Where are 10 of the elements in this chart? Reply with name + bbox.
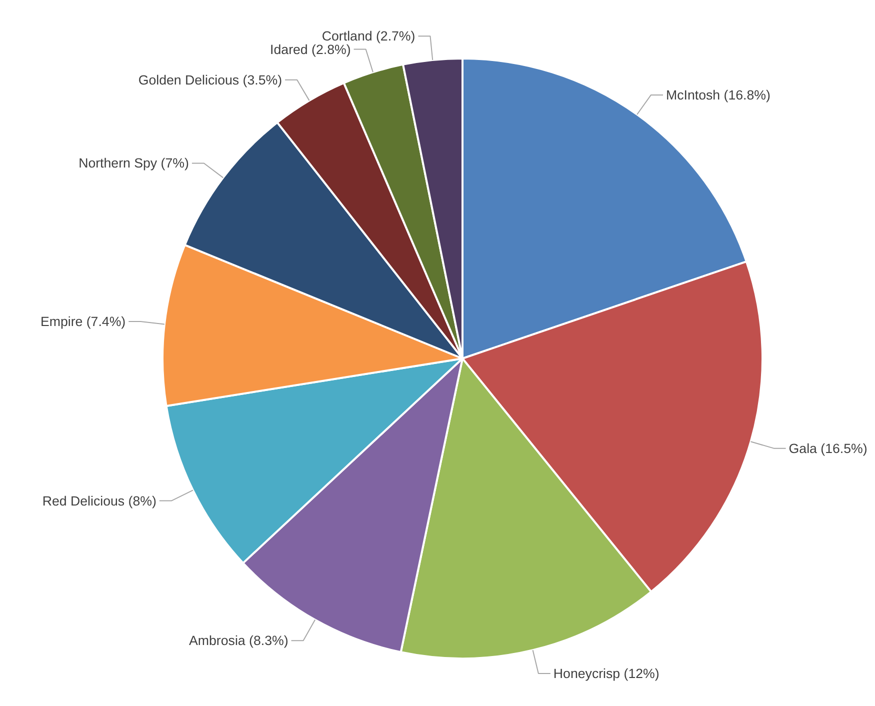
slice-label: Red Delicious (8%) (42, 493, 156, 508)
slice-label: Northern Spy (7%) (78, 156, 189, 171)
slice-label: Empire (7.4%) (40, 314, 126, 329)
slice-label: Gala (16.5%) (788, 440, 868, 456)
slice-label: Golden Delicious (3.5%) (138, 72, 282, 88)
slice-label: Honeycrisp (12%) (553, 666, 660, 681)
slice-label: Cortland (2.7%) (322, 28, 416, 44)
slice-label: McIntosh (16.8%) (666, 87, 770, 102)
slice-label: Idared (2.8%) (270, 42, 351, 57)
slice-label: Ambrosia (8.3%) (189, 633, 288, 648)
